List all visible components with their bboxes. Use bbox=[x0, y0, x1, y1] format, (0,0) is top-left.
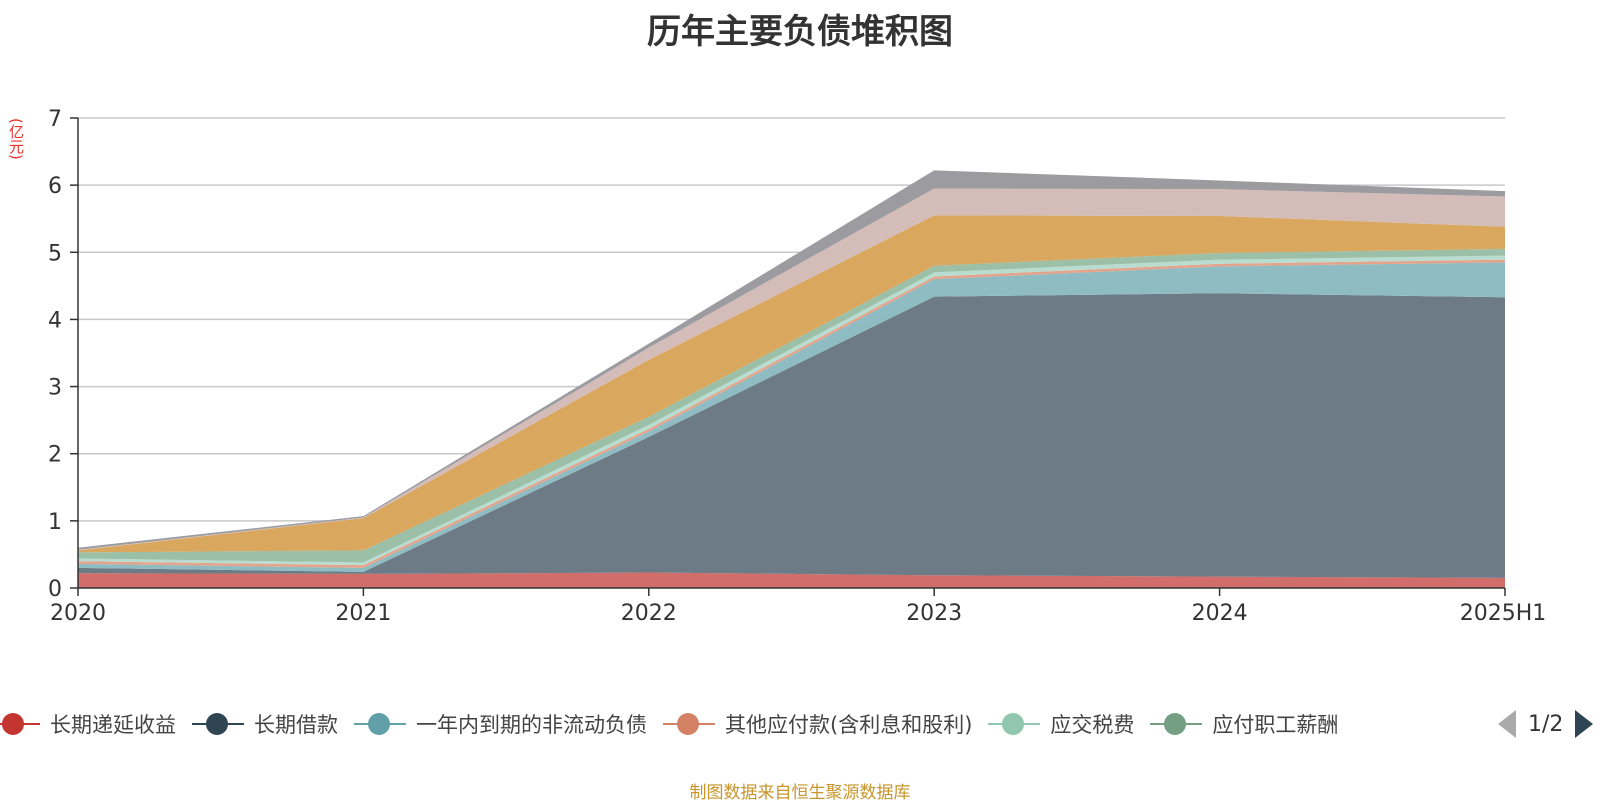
legend-marker-icon bbox=[192, 712, 244, 736]
y-tick-label: 7 bbox=[48, 107, 62, 132]
legend-marker-icon bbox=[988, 712, 1041, 736]
legend-item[interactable]: 其他应付款(含利息和股利) bbox=[663, 706, 972, 742]
area-series-6 bbox=[78, 215, 1505, 553]
legend-item[interactable]: 应付职工薪酬 bbox=[1150, 706, 1338, 742]
legend-item[interactable]: 一年内到期的非流动负债 bbox=[354, 706, 647, 742]
legend-marker-icon bbox=[1150, 712, 1203, 736]
plot-area: 0 1 2 3 4 5 6 7 2020 2021 2022 2023 2024 2025H1 bbox=[48, 107, 1546, 626]
legend-items: 长期递延收益 长期借款 一年内到期的非流动负债 其他应付款(含利息和股利) 应交税费 应付… bbox=[0, 706, 1472, 742]
x-tick-label: 2022 bbox=[621, 601, 677, 626]
legend-item[interactable]: 长期借款 bbox=[192, 706, 338, 742]
x-tick-label: 2023 bbox=[906, 601, 962, 626]
legend-next-icon[interactable] bbox=[1575, 710, 1594, 738]
y-tick-label: 2 bbox=[48, 443, 62, 468]
x-tick-label: 2021 bbox=[335, 601, 391, 626]
legend: 长期递延收益 长期借款 一年内到期的非流动负债 其他应付款(含利息和股利) 应交税费 应付… bbox=[0, 706, 1600, 742]
x-tick-label: 2020 bbox=[50, 601, 106, 626]
legend-label: 一年内到期的非流动负债 bbox=[416, 713, 647, 737]
legend-marker-icon bbox=[354, 712, 406, 736]
legend-label: 长期借款 bbox=[254, 713, 338, 737]
legend-label: 长期递延收益 bbox=[50, 713, 176, 737]
y-tick-label: 4 bbox=[48, 308, 62, 333]
y-tick-label: 5 bbox=[48, 241, 62, 266]
y-tick-label: 1 bbox=[48, 510, 62, 535]
legend-item[interactable]: 应交税费 bbox=[988, 706, 1134, 742]
area-series-2 bbox=[78, 262, 1505, 572]
legend-prev-icon[interactable] bbox=[1498, 710, 1516, 738]
y-axis-unit: (亿元) bbox=[7, 118, 25, 160]
source-note: 制图数据来自恒生聚源数据库 bbox=[689, 783, 911, 803]
y-tick-label: 3 bbox=[48, 376, 62, 401]
area-series-0 bbox=[78, 572, 1505, 588]
legend-label: 应付职工薪酬 bbox=[1212, 713, 1339, 737]
axes: 0 1 2 3 4 5 6 7 2020 2021 2022 2023 2024 2025H1 bbox=[48, 107, 1546, 626]
legend-page-indicator: 1/2 bbox=[1528, 711, 1564, 737]
x-tick-label: 2024 bbox=[1192, 601, 1248, 626]
x-tick-label: 2025H1 bbox=[1460, 601, 1547, 626]
legend-marker-icon bbox=[663, 712, 715, 736]
legend-label: 其他应付款(含利息和股利) bbox=[725, 713, 973, 737]
legend-pager: 1/2 bbox=[1498, 706, 1594, 742]
y-tick-label: 6 bbox=[48, 174, 62, 199]
areas bbox=[78, 170, 1505, 588]
area-series-1 bbox=[78, 293, 1505, 578]
legend-marker-icon bbox=[0, 712, 40, 736]
legend-label: 应交税费 bbox=[1050, 713, 1135, 737]
legend-item[interactable]: 长期递延收益 bbox=[0, 706, 176, 742]
chart-title: 历年主要负债堆积图 bbox=[647, 12, 953, 52]
y-tick-label: 0 bbox=[48, 577, 62, 602]
